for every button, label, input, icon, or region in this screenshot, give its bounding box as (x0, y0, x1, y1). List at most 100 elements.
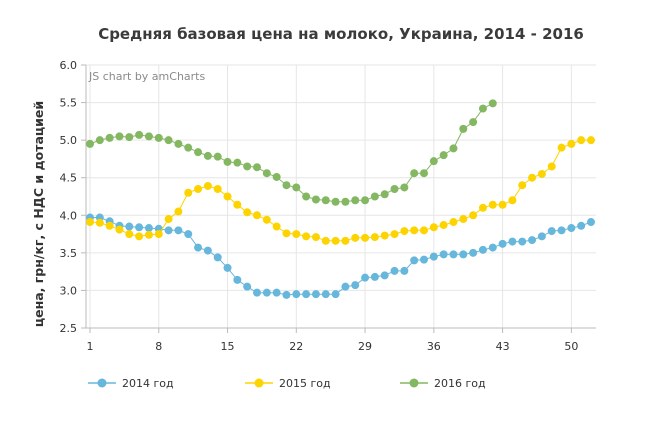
data-point[interactable] (203, 151, 212, 160)
data-point[interactable] (410, 226, 419, 235)
data-point[interactable] (86, 139, 94, 148)
data-point[interactable] (449, 250, 458, 259)
data-point[interactable] (213, 152, 222, 161)
data-point[interactable] (164, 226, 173, 235)
data-point[interactable] (557, 226, 566, 235)
data-point[interactable] (361, 196, 370, 205)
data-point[interactable] (410, 169, 419, 178)
data-point[interactable] (587, 136, 595, 145)
data-point[interactable] (213, 184, 222, 193)
data-point[interactable] (380, 190, 389, 199)
data-point[interactable] (380, 231, 389, 240)
data-point[interactable] (115, 225, 124, 234)
data-point[interactable] (449, 218, 458, 227)
data-point[interactable] (528, 236, 537, 245)
data-point[interactable] (95, 218, 104, 227)
data-point[interactable] (449, 144, 458, 153)
data-point[interactable] (537, 232, 546, 241)
data-point[interactable] (429, 223, 438, 232)
data-point[interactable] (144, 230, 153, 239)
data-point[interactable] (420, 226, 428, 235)
data-point[interactable] (282, 290, 291, 299)
data-point[interactable] (577, 221, 586, 230)
data-point[interactable] (233, 275, 242, 284)
data-point[interactable] (311, 195, 320, 204)
data-point[interactable] (174, 139, 183, 148)
data-point[interactable] (174, 226, 183, 235)
data-point[interactable] (302, 290, 311, 299)
data-point[interactable] (184, 143, 193, 152)
data-point[interactable] (321, 196, 330, 205)
data-point[interactable] (351, 196, 360, 205)
data-point[interactable] (194, 243, 203, 252)
data-point[interactable] (262, 169, 271, 178)
data-point[interactable] (390, 230, 399, 239)
data-point[interactable] (302, 192, 311, 201)
data-point[interactable] (488, 243, 497, 252)
data-point[interactable] (223, 157, 232, 166)
data-point[interactable] (154, 133, 163, 142)
data-point[interactable] (331, 197, 340, 206)
data-point[interactable] (341, 236, 350, 245)
data-point[interactable] (233, 200, 242, 209)
data-point[interactable] (567, 224, 576, 233)
data-point[interactable] (380, 271, 389, 280)
data-point[interactable] (243, 162, 252, 171)
amcharts-credit[interactable]: JS chart by amCharts (88, 70, 205, 83)
data-point[interactable] (459, 124, 468, 133)
data-point[interactable] (400, 227, 409, 236)
data-point[interactable] (459, 215, 468, 224)
data-point[interactable] (95, 136, 104, 145)
data-point[interactable] (203, 246, 212, 255)
data-point[interactable] (154, 230, 163, 239)
data-point[interactable] (262, 215, 271, 224)
data-point[interactable] (233, 158, 242, 167)
data-point[interactable] (488, 200, 497, 209)
data-point[interactable] (361, 273, 370, 282)
data-point[interactable] (370, 192, 379, 201)
data-point[interactable] (420, 169, 428, 178)
data-point[interactable] (262, 288, 271, 297)
legend-item-2[interactable]: 2015 год (245, 377, 331, 390)
data-point[interactable] (351, 281, 360, 290)
data-point[interactable] (331, 236, 340, 245)
data-point[interactable] (400, 183, 409, 192)
data-point[interactable] (311, 233, 320, 242)
data-point[interactable] (361, 233, 370, 242)
data-point[interactable] (135, 232, 144, 241)
data-point[interactable] (429, 252, 438, 261)
data-point[interactable] (144, 132, 153, 141)
data-point[interactable] (577, 136, 586, 145)
data-point[interactable] (341, 197, 350, 206)
data-point[interactable] (223, 263, 232, 272)
data-point[interactable] (253, 163, 261, 172)
data-point[interactable] (478, 104, 487, 113)
data-point[interactable] (439, 250, 448, 259)
data-point[interactable] (508, 196, 517, 205)
data-point[interactable] (272, 288, 281, 297)
data-point[interactable] (292, 230, 301, 239)
data-point[interactable] (370, 233, 379, 242)
data-point[interactable] (243, 282, 252, 291)
data-point[interactable] (370, 272, 379, 281)
data-point[interactable] (86, 218, 94, 227)
data-point[interactable] (194, 184, 203, 193)
data-point[interactable] (125, 222, 134, 231)
data-point[interactable] (341, 282, 350, 291)
data-point[interactable] (518, 181, 527, 190)
data-point[interactable] (331, 290, 340, 299)
data-point[interactable] (272, 222, 281, 231)
data-point[interactable] (351, 233, 360, 242)
data-point[interactable] (184, 188, 193, 197)
data-point[interactable] (439, 151, 448, 160)
data-point[interactable] (488, 99, 497, 108)
data-point[interactable] (537, 169, 546, 178)
data-point[interactable] (390, 266, 399, 275)
data-point[interactable] (174, 207, 183, 216)
data-point[interactable] (282, 229, 291, 238)
data-point[interactable] (508, 237, 517, 246)
data-point[interactable] (459, 250, 468, 259)
data-point[interactable] (243, 208, 252, 217)
data-point[interactable] (282, 181, 291, 190)
data-point[interactable] (125, 230, 134, 239)
